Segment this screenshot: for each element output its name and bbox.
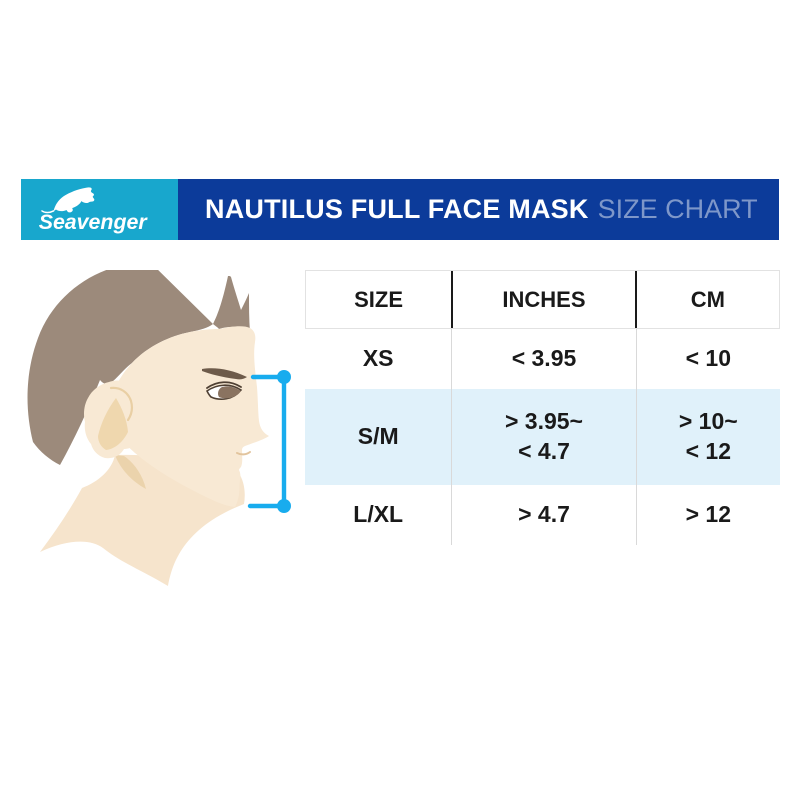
svg-text:Seavenger: Seavenger <box>38 210 148 234</box>
